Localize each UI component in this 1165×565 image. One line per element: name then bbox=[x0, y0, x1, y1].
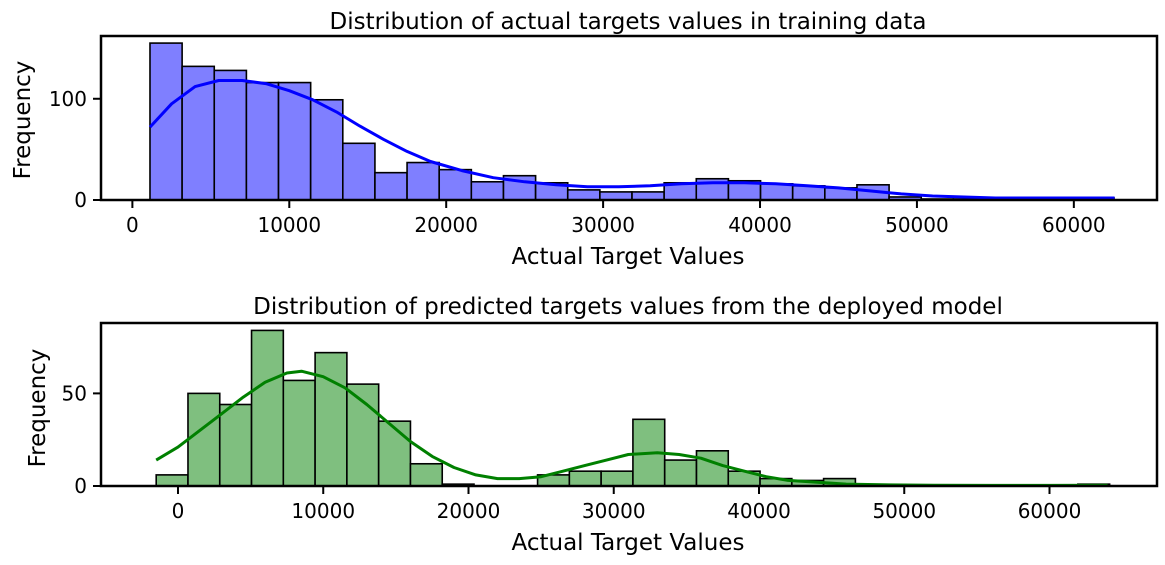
training-histogram-bar bbox=[341, 142, 376, 201]
predicted-histogram-bar bbox=[663, 459, 698, 487]
predicted-x-tick-label: 0 bbox=[172, 499, 185, 523]
training-histogram-bar bbox=[181, 65, 216, 201]
training-chart-title: Distribution of actual targets values in… bbox=[330, 9, 927, 35]
predicted-histogram-bar bbox=[155, 474, 189, 487]
predicted-histogram-bar bbox=[695, 450, 730, 487]
training-x-tick-label: 10000 bbox=[257, 213, 321, 237]
training-plot-area: 0 10000 20000 30000 40000 50000 60000 0 100 bbox=[49, 34, 1159, 237]
training-histogram-bar bbox=[566, 189, 601, 201]
training-x-axis-label: Actual Target Values bbox=[512, 244, 745, 270]
predicted-histogram-bar bbox=[218, 403, 253, 487]
training-x-tick-label: 20000 bbox=[414, 213, 478, 237]
training-histogram-bar bbox=[470, 180, 505, 201]
training-kde-curve bbox=[148, 79, 1115, 200]
predicted-x-tick-label: 60000 bbox=[1018, 499, 1082, 523]
training-x-tick-label: 0 bbox=[126, 213, 139, 237]
training-y-tick-label: 100 bbox=[49, 87, 87, 111]
training-histogram-bar bbox=[213, 69, 248, 201]
training-axes-frame bbox=[99, 34, 1159, 202]
predicted-histogram-bar bbox=[187, 392, 221, 487]
predicted-histogram-bar bbox=[314, 351, 348, 487]
training-histogram-bar bbox=[406, 161, 441, 201]
predicted-x-tick-label: 10000 bbox=[291, 499, 355, 523]
predicted-histogram-bar bbox=[600, 470, 634, 487]
training-histogram-bar bbox=[438, 168, 473, 201]
training-x-tick-label: 50000 bbox=[885, 213, 949, 237]
predicted-x-tick-label: 50000 bbox=[872, 499, 936, 523]
training-histogram-bar bbox=[277, 81, 312, 201]
training-histogram-bar bbox=[309, 98, 344, 201]
training-y-tick-label: 0 bbox=[74, 188, 87, 212]
predicted-histogram-bar bbox=[282, 379, 316, 487]
predicted-histogram-bar bbox=[250, 329, 285, 487]
predicted-y-tick-label: 50 bbox=[62, 381, 87, 405]
training-x-tick-label: 30000 bbox=[571, 213, 635, 237]
predicted-kde-curve bbox=[155, 369, 1108, 487]
training-histogram-panel: Distribution of actual targets values in… bbox=[10, 9, 1159, 270]
training-histogram-bar bbox=[374, 171, 408, 201]
predicted-y-tick-label: 0 bbox=[74, 474, 87, 498]
predicted-chart-title: Distribution of predicted targets values… bbox=[253, 294, 1003, 320]
predicted-axes-frame bbox=[99, 321, 1159, 488]
predicted-histogram-panel: Distribution of predicted targets values… bbox=[25, 294, 1159, 556]
predicted-x-tick-label: 30000 bbox=[582, 499, 646, 523]
predicted-histogram-bar bbox=[346, 383, 380, 487]
predicted-y-axis-label: Frequency bbox=[25, 349, 51, 468]
predicted-x-tick-label: 40000 bbox=[727, 499, 791, 523]
predicted-histogram-bar bbox=[409, 462, 444, 487]
predicted-x-axis-label: Actual Target Values bbox=[512, 530, 745, 556]
predicted-x-tick-label: 20000 bbox=[437, 499, 501, 523]
training-x-tick-label: 40000 bbox=[728, 213, 792, 237]
predicted-histogram-bar bbox=[568, 470, 602, 487]
training-histogram-bar bbox=[245, 81, 280, 201]
training-x-tick-label: 60000 bbox=[1042, 213, 1106, 237]
predicted-plot-area: 0 10000 20000 30000 40000 50000 60000 0 50 bbox=[62, 321, 1159, 523]
training-histogram-bar bbox=[759, 183, 794, 201]
predicted-histogram-bar bbox=[377, 420, 412, 487]
training-y-axis-label: Frequency bbox=[10, 61, 36, 180]
